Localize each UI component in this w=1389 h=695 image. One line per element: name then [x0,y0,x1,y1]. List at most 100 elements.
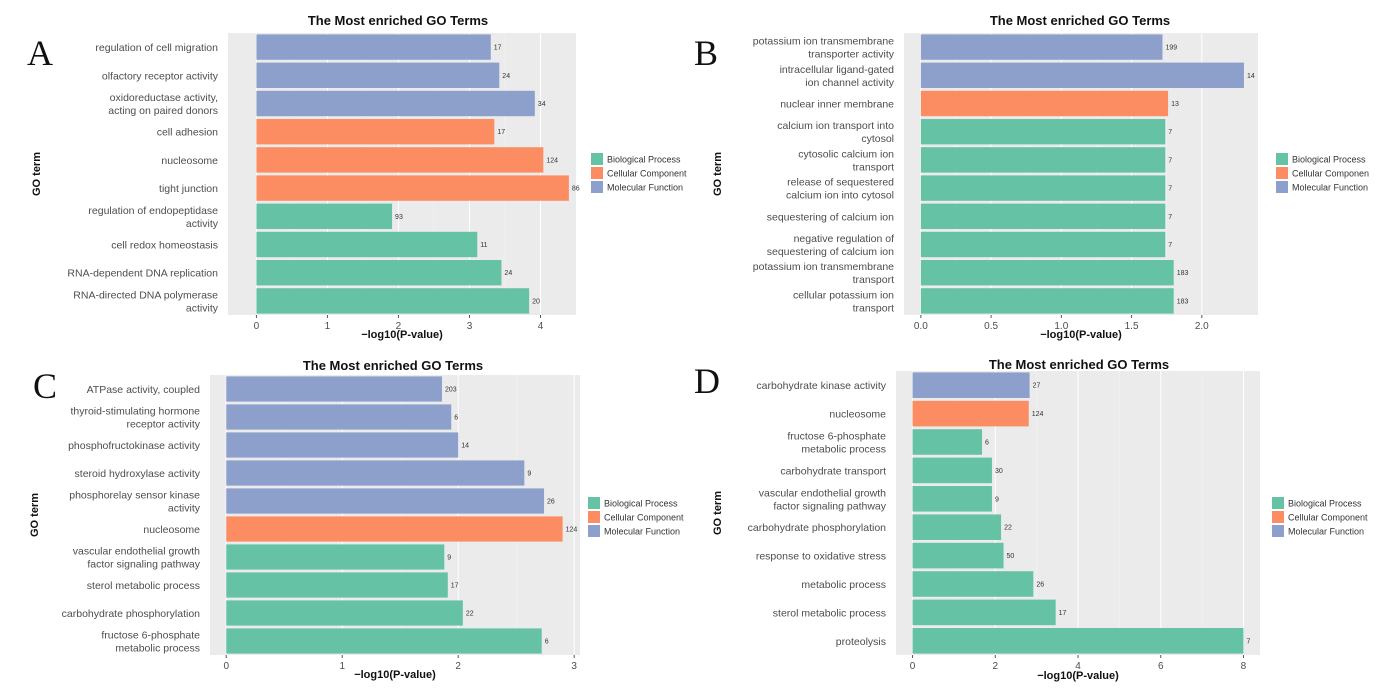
bar-d-0 [912,372,1030,398]
bar-d-8 [912,599,1056,626]
bar-count-d-2: 6 [985,440,989,447]
category-label-b-5: release of sequestered calcium ion into c… [786,177,894,202]
xtick-label-b-0: 0.0 [914,321,928,332]
category-label-c-2: phosphofructokinase activity [68,440,201,452]
xtick-label-c-0: 0 [223,661,229,672]
legend-swatch-d-0 [1272,497,1284,509]
panel-letter-c: C [33,366,57,406]
category-label-a-4: nucleosome [161,155,218,167]
bar-count-d-0: 27 [1033,383,1041,390]
legend-swatch-b-0 [1276,153,1288,165]
category-label-d-9: proteolysis [836,636,886,648]
legend-label-c-1: Cellular Component [604,513,684,523]
xtick-label-b-3: 1.5 [1125,321,1139,332]
category-label-d-3: carbohydrate transport [780,465,886,477]
legend-swatch-c-1 [588,511,600,523]
x-axis-title-c: −log10(P-value) [354,669,436,681]
bar-b-1 [920,62,1244,88]
bar-b-4 [920,147,1166,173]
legend-label-a-0: Biological Process [607,155,681,165]
bar-b-9 [920,288,1174,314]
legend-swatch-d-2 [1272,525,1284,537]
legend-label-d-2: Molecular Function [1288,527,1364,537]
legend-swatch-b-2 [1276,181,1288,193]
panel-c-chart: C The Most enriched GO Terms 203 ATPase act… [0,347,694,695]
legend-label-c-0: Biological Process [604,499,678,509]
category-label-b-2: nuclear inner membrane [780,99,894,111]
category-label-a-5: tight junction [159,183,218,195]
xtick-label-a-4: 4 [538,321,544,332]
bar-count-a-2: 34 [538,101,546,108]
bar-count-b-7: 7 [1168,242,1172,249]
bar-count-c-3: 9 [527,471,531,478]
bar-c-9 [226,628,542,654]
bar-b-0 [920,34,1163,60]
chart-b-svg: B The Most enriched GO Terms 199 potassium … [694,13,1369,341]
category-label-c-7: sterol metabolic process [87,580,200,592]
bar-a-1 [256,62,500,88]
xtick-label-c-1: 1 [339,661,345,672]
chart-title-c: The Most enriched GO Terms [303,358,483,373]
bar-count-d-3: 30 [995,468,1003,475]
xtick-label-b-1: 0.5 [984,321,998,332]
bar-a-4 [256,147,544,173]
legend-swatch-d-1 [1272,511,1284,523]
x-axis-title-d: −log10(P-value) [1037,670,1119,682]
category-label-a-9: RNA-directed DNA polymerase activity [73,289,218,314]
xtick-label-a-0: 0 [254,321,260,332]
category-label-b-7: negative regulation of sequestering of ca… [767,233,894,258]
legend-label-b-0: Biological Process [1292,155,1366,165]
bar-count-c-1: 6 [454,415,458,422]
xtick-label-d-1: 2 [992,661,998,672]
y-axis-title-a: GO term [31,152,43,196]
category-label-c-1: thyroid-stimulating hormone receptor acti… [70,406,200,431]
bar-b-7 [920,231,1166,258]
bar-c-4 [226,488,545,514]
bar-b-5 [920,175,1166,201]
y-axis-title-b: GO term [712,152,724,196]
chart-a-svg: A The Most enriched GO Terms 17 regulation … [27,13,687,341]
legend-label-d-0: Biological Process [1288,499,1362,509]
bar-c-6 [226,544,445,570]
bar-a-2 [256,90,535,117]
category-label-b-1: intracellular ligand-gated ion channel ac… [780,64,895,89]
y-axis-title-d: GO term [712,491,724,535]
bar-count-a-5: 86 [572,186,580,193]
category-label-c-9: fructose 6-phosphate metabolic process [101,630,200,655]
bar-d-9 [912,628,1244,654]
bar-count-a-9: 20 [532,298,540,305]
bar-d-1 [912,400,1029,427]
bar-a-5 [256,175,569,201]
bar-count-c-6: 9 [447,555,451,562]
bar-count-d-5: 22 [1004,525,1012,532]
bar-c-7 [226,572,448,598]
bar-count-d-6: 50 [1007,553,1015,560]
bar-a-7 [256,231,478,258]
bar-b-6 [920,203,1166,229]
bar-count-b-0: 199 [1165,45,1177,52]
bar-count-d-7: 26 [1036,582,1044,589]
bar-count-b-1: 14 [1247,73,1255,80]
category-label-d-0: carbohydrate kinase activity [756,380,886,392]
bar-b-8 [920,260,1174,286]
chart-title-d: The Most enriched GO Terms [989,357,1169,372]
category-label-b-6: sequestering of calcium ion [767,211,894,223]
category-label-c-3: steroid hydroxylase activity [75,468,201,480]
bar-count-b-3: 7 [1168,129,1172,136]
category-label-d-7: metabolic process [801,579,886,591]
category-label-d-1: nucleosome [829,409,886,421]
category-label-a-8: RNA-dependent DNA replication [67,268,218,280]
category-label-a-3: cell adhesion [157,127,218,139]
bar-d-2 [912,429,983,455]
bar-count-a-0: 17 [494,45,502,52]
category-label-c-6: vascular endothelial growth factor signal… [73,546,201,571]
panel-a-chart: A The Most enriched GO Terms 17 regulation … [0,0,694,347]
bar-a-3 [256,119,495,145]
legend-swatch-a-1 [591,167,603,179]
bar-count-b-5: 7 [1168,186,1172,193]
bar-count-d-1: 124 [1032,411,1044,418]
xtick-label-c-3: 3 [571,661,577,672]
y-axis-title-c: GO term [29,493,41,537]
category-label-b-9: cellular potassium ion transport [793,289,894,314]
